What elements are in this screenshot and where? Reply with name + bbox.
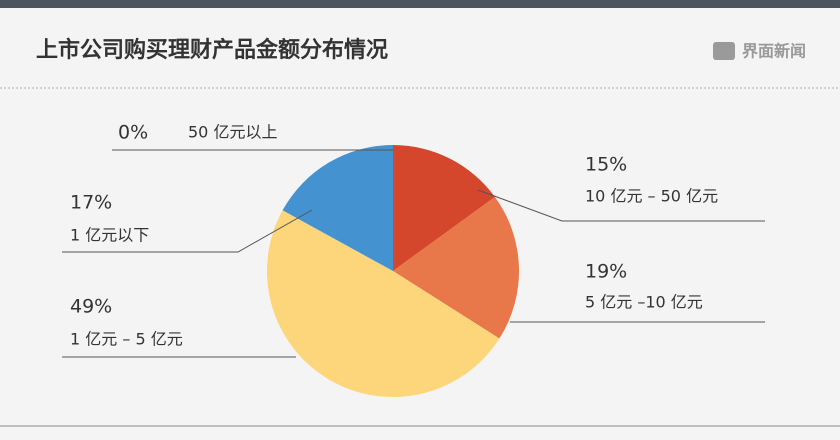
chart-title: 上市公司购买理财产品金额分布情况 — [36, 37, 388, 63]
labels: 0% 50 亿元以上 15% 10 亿元 – 50 亿元 19% 5 亿元 –10 亿元 4… — [62, 122, 765, 358]
pie — [266, 145, 519, 398]
slice — [266, 210, 500, 398]
brand-icon — [713, 42, 735, 60]
category-label: 1 亿元 – 5 亿元 — [70, 330, 183, 349]
brand: 界面新闻 — [742, 42, 806, 61]
category-label: 10 亿元 – 50 亿元 — [585, 187, 718, 206]
slice — [282, 145, 393, 271]
value-label: 49% — [70, 296, 112, 318]
top-bar — [0, 0, 840, 8]
leader-line — [477, 189, 765, 222]
leader-line — [62, 209, 313, 253]
value-label: 17% — [70, 192, 112, 214]
slice — [393, 196, 519, 339]
value-label: 19% — [585, 261, 627, 283]
category-label: 1 亿元以下 — [70, 226, 149, 245]
category-label: 5 亿元 –10 亿元 — [585, 293, 703, 312]
value-label: 15% — [585, 154, 627, 176]
category-label: 50 亿元以上 — [188, 123, 277, 142]
value-label: 0% — [118, 122, 148, 144]
slice — [393, 145, 495, 271]
